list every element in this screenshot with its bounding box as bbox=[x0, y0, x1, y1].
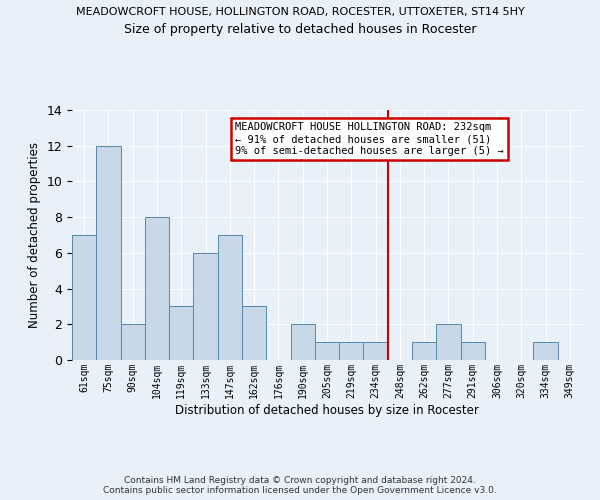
Bar bbox=[364, 342, 388, 360]
Bar bbox=[436, 324, 461, 360]
Bar bbox=[193, 253, 218, 360]
Bar bbox=[121, 324, 145, 360]
Bar bbox=[96, 146, 121, 360]
Bar bbox=[169, 306, 193, 360]
Bar bbox=[218, 235, 242, 360]
Bar bbox=[242, 306, 266, 360]
X-axis label: Distribution of detached houses by size in Rocester: Distribution of detached houses by size … bbox=[175, 404, 479, 416]
Bar bbox=[315, 342, 339, 360]
Text: Size of property relative to detached houses in Rocester: Size of property relative to detached ho… bbox=[124, 22, 476, 36]
Text: MEADOWCROFT HOUSE, HOLLINGTON ROAD, ROCESTER, UTTOXETER, ST14 5HY: MEADOWCROFT HOUSE, HOLLINGTON ROAD, ROCE… bbox=[76, 8, 524, 18]
Bar bbox=[72, 235, 96, 360]
Bar bbox=[461, 342, 485, 360]
Bar bbox=[412, 342, 436, 360]
Text: Contains HM Land Registry data © Crown copyright and database right 2024.
Contai: Contains HM Land Registry data © Crown c… bbox=[103, 476, 497, 495]
Bar bbox=[145, 217, 169, 360]
Y-axis label: Number of detached properties: Number of detached properties bbox=[28, 142, 41, 328]
Text: MEADOWCROFT HOUSE HOLLINGTON ROAD: 232sqm
← 91% of detached houses are smaller (: MEADOWCROFT HOUSE HOLLINGTON ROAD: 232sq… bbox=[235, 122, 503, 156]
Bar bbox=[339, 342, 364, 360]
Bar bbox=[533, 342, 558, 360]
Bar bbox=[290, 324, 315, 360]
